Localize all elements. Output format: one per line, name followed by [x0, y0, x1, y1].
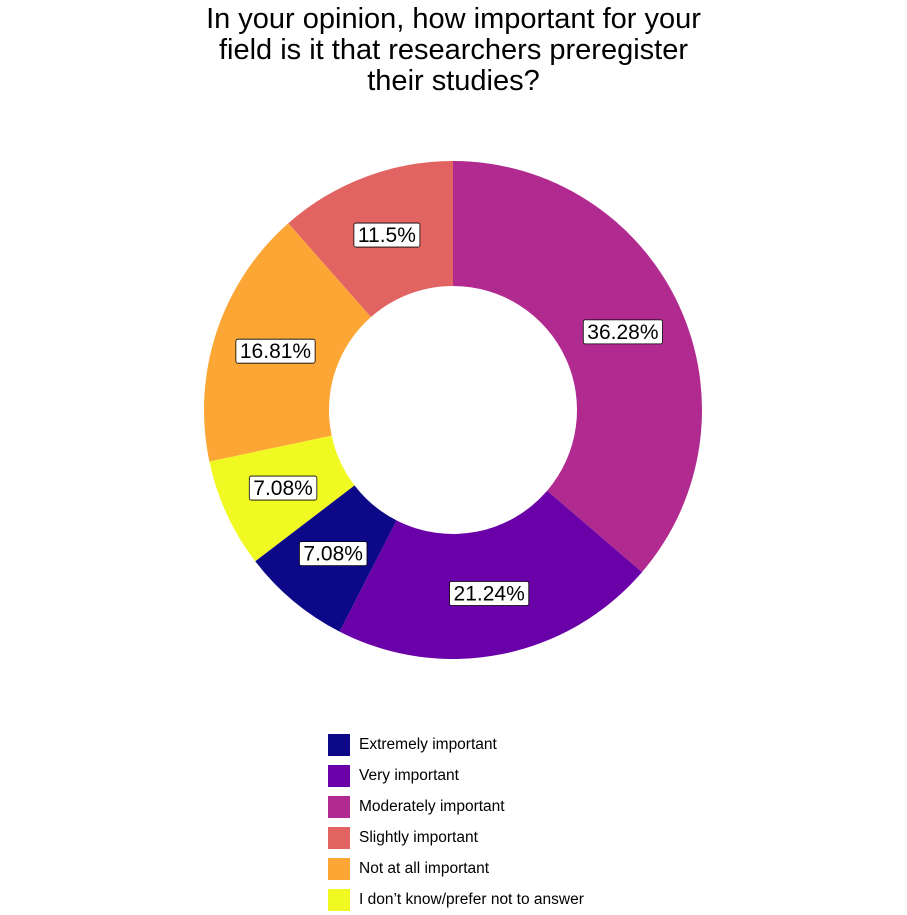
- labels-layer: 36.28% 21.24% 7.08% 7.08% 16.81% 11.5%: [235, 222, 663, 606]
- slice-label-1: 21.24%: [449, 581, 530, 606]
- legend-item-slightly-important: Slightly important: [328, 822, 584, 853]
- slice-very-important: [339, 490, 642, 659]
- label-box: [582, 319, 663, 345]
- label-text: 7.08%: [253, 477, 313, 500]
- label-text: 36.28%: [587, 321, 658, 344]
- slice-moderately-important: [453, 161, 702, 573]
- slice-label-2: 7.08%: [299, 541, 368, 566]
- label-box: [235, 338, 316, 364]
- chart-title: In your opinion, how important for your …: [206, 3, 701, 97]
- legend: Extremely important Very important Moderat…: [328, 729, 584, 915]
- legend-label: Slightly important: [359, 828, 478, 846]
- label-text: 21.24%: [454, 582, 525, 605]
- slice-label-0: 36.28%: [582, 319, 663, 345]
- label-box: [449, 581, 530, 606]
- legend-label: Moderately important: [359, 797, 505, 815]
- legend-label: Not at all important: [359, 859, 490, 877]
- legend-item-extremely-important: Extremely important: [328, 729, 584, 760]
- label-box: [353, 222, 421, 248]
- label-text: 11.5%: [358, 224, 416, 247]
- legend-swatch: [328, 826, 350, 849]
- legend-swatch: [328, 764, 350, 787]
- legend-item-moderately-important: Moderately important: [328, 791, 584, 822]
- legend-swatch: [328, 888, 350, 911]
- legend-swatch: [328, 733, 350, 756]
- legend-item-not-at-all-important: Not at all important: [328, 853, 584, 884]
- legend-item-very-important: Very important: [328, 760, 584, 791]
- legend-item-i-don-t-know-prefer-not-to-answer: I don’t know/prefer not to answer: [328, 884, 584, 915]
- legend-label: I don’t know/prefer not to answer: [359, 890, 584, 908]
- label-box: [299, 541, 368, 566]
- label-box: [248, 475, 318, 501]
- slice-label-4: 16.81%: [235, 338, 316, 364]
- legend-swatch: [328, 795, 350, 818]
- label-text: 7.08%: [303, 543, 363, 566]
- slice-label-5: 11.5%: [353, 222, 421, 248]
- label-text: 16.81%: [240, 340, 311, 363]
- legend-label: Extremely important: [359, 735, 497, 753]
- legend-swatch: [328, 857, 350, 880]
- slice-label-3: 7.08%: [248, 475, 318, 501]
- legend-label: Very important: [359, 766, 459, 784]
